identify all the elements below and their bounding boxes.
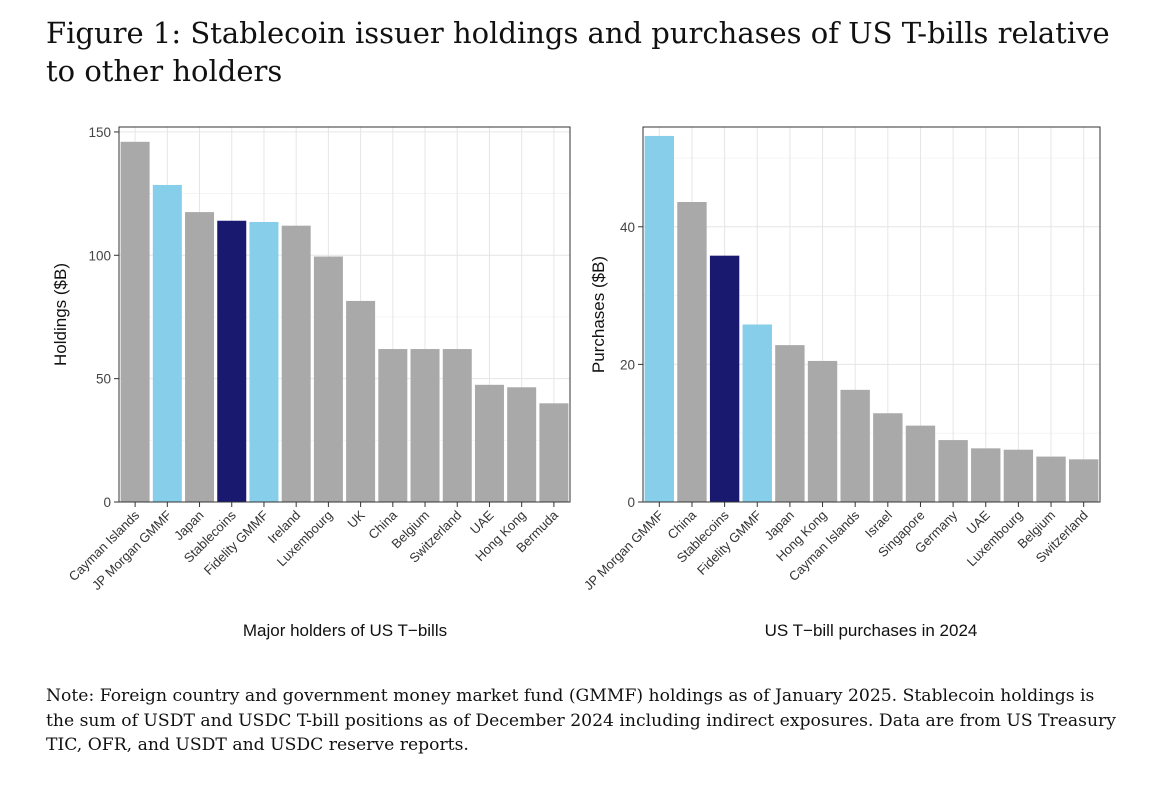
- y-tick-label: 100: [88, 248, 111, 263]
- x-axis-label: US T−bill purchases in 2024: [765, 621, 978, 640]
- bar: [873, 413, 903, 502]
- bar: [313, 256, 343, 502]
- y-tick-label: 50: [96, 372, 111, 387]
- x-tick-label: UK: [344, 507, 368, 531]
- bar: [378, 349, 408, 502]
- y-axis-label: Holdings ($B): [51, 263, 70, 366]
- bar: [742, 324, 772, 502]
- bar: [217, 220, 247, 502]
- y-tick-label: 40: [620, 220, 635, 235]
- figure-note: Note: Foreign country and government mon…: [46, 686, 1116, 755]
- bar: [120, 141, 150, 503]
- bar: [677, 202, 707, 502]
- bar: [249, 221, 279, 502]
- y-tick-label: 150: [88, 125, 111, 140]
- bar: [905, 425, 936, 502]
- bar: [840, 389, 870, 502]
- bar: [709, 255, 740, 502]
- bar: [507, 387, 537, 502]
- x-axis-label: Major holders of US T−bills: [243, 621, 447, 640]
- bar: [775, 345, 805, 502]
- bar: [971, 448, 1001, 502]
- bar: [938, 440, 968, 502]
- y-tick-label: 0: [627, 495, 635, 510]
- bar: [539, 403, 569, 502]
- y-tick-label: 20: [620, 357, 635, 372]
- bar: [1036, 456, 1066, 502]
- bar: [185, 212, 215, 503]
- x-tick-label: JP Morgan GMMF: [581, 507, 667, 593]
- bar: [644, 135, 675, 503]
- y-axis-label: Purchases ($B): [589, 256, 608, 373]
- figure-title: Figure 1: Stablecoin issuer holdings and…: [46, 16, 1110, 88]
- bar: [474, 384, 504, 502]
- bar: [152, 184, 182, 502]
- bar: [281, 225, 311, 502]
- plot-border: [118, 126, 571, 503]
- bar: [346, 300, 376, 502]
- bar: [410, 349, 440, 502]
- bar: [807, 360, 838, 502]
- bar: [1068, 459, 1099, 502]
- bar: [442, 349, 472, 502]
- y-tick-label: 0: [103, 495, 111, 510]
- plot-border: [642, 126, 1101, 503]
- bar: [1003, 449, 1034, 502]
